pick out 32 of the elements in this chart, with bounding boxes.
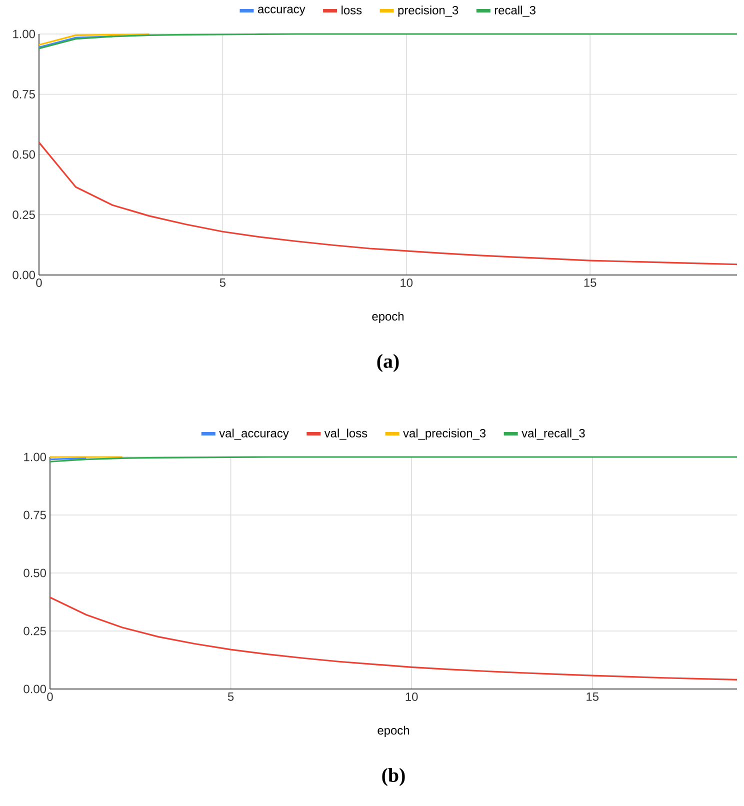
x-tick-label: 0 — [36, 278, 42, 287]
y-tick-label: 0.75 — [12, 90, 35, 98]
y-tick-label: 0.50 — [12, 150, 36, 159]
y-tick-label: 0.75 — [24, 510, 46, 520]
x-axis-title: epoch — [378, 726, 410, 737]
x-axis-title: epoch — [372, 312, 404, 323]
x-tick-label: 15 — [586, 692, 599, 701]
legend-label: val_precision_3 — [403, 428, 486, 440]
x-tick-label: 0 — [47, 692, 53, 701]
y-tick-label: 0.00 — [12, 270, 36, 280]
legend-label: recall_3 — [494, 6, 536, 17]
y-tick-label: 0.25 — [24, 626, 46, 636]
y-tick-label: 1.00 — [13, 30, 36, 38]
line-series — [49, 596, 738, 681]
legend-label: accuracy — [258, 6, 306, 16]
x-tick-label: 5 — [220, 278, 226, 287]
x-tick-label: 10 — [406, 692, 418, 701]
legend-label: val_loss — [324, 428, 368, 440]
text: (a) — [377, 354, 399, 372]
x-tick-label: 15 — [584, 278, 596, 287]
y-tick-label: 1.00 — [24, 452, 46, 462]
x-tick-label: 10 — [400, 278, 413, 287]
line-series — [38, 33, 150, 46]
text: (b) — [382, 768, 405, 786]
legend-label: loss — [342, 6, 362, 14]
y-tick-label: 0.50 — [24, 568, 46, 578]
legend-label: precision_3 — [398, 6, 458, 17]
y-tick-label: 0.00 — [24, 684, 46, 694]
legend-label: val_accuracy — [219, 428, 289, 440]
y-tick-label: 0.25 — [12, 210, 35, 219]
legend-label: val_recall_3 — [522, 428, 585, 440]
x-tick-label: 5 — [228, 692, 234, 701]
